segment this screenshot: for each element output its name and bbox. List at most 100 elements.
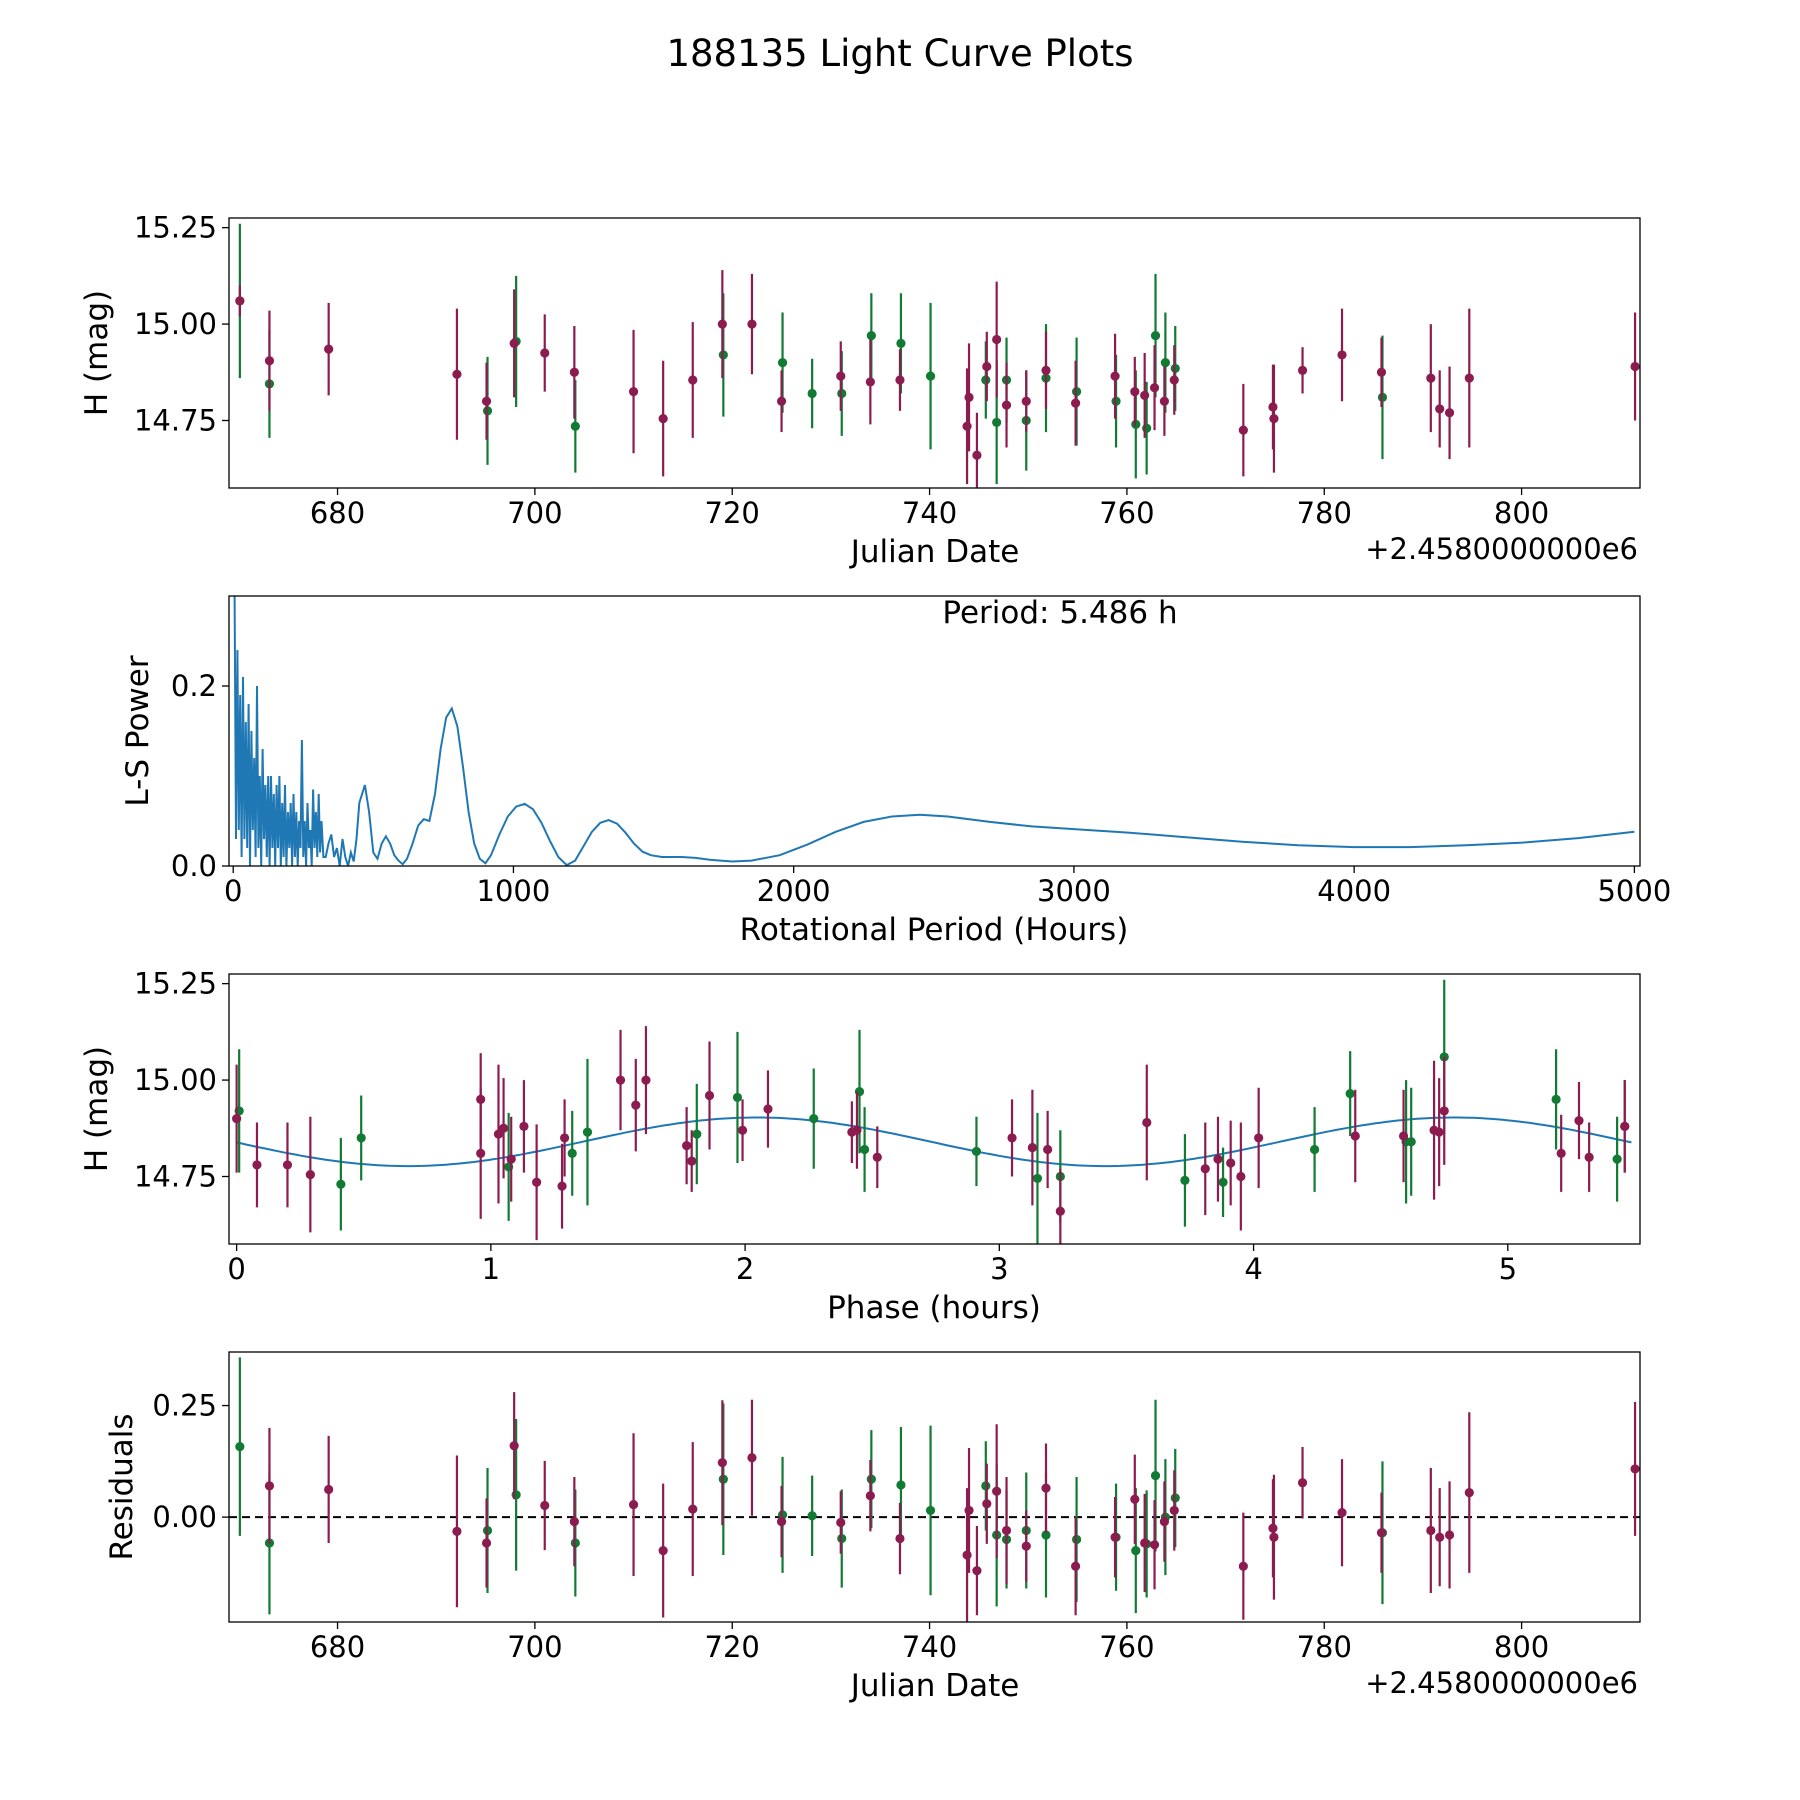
maroon-data-point: [1043, 1144, 1053, 1155]
maroon-data-point: [964, 1505, 974, 1516]
x-tick-label: 3: [990, 1252, 1008, 1286]
maroon-data-point: [1238, 425, 1248, 435]
y-tick-label: 0.0: [171, 849, 217, 883]
maroon-data-point: [972, 1566, 982, 1576]
green-data-point: [896, 1480, 906, 1490]
maroon-data-point: [324, 344, 334, 354]
maroon-data-point: [1055, 1206, 1065, 1216]
maroon-data-point: [1226, 1158, 1236, 1168]
periodogram-data: [233, 596, 1635, 866]
x-tick-label: 740: [902, 1630, 957, 1664]
x-tick-label: 680: [310, 1630, 365, 1664]
x-tick-label: 4: [1244, 1252, 1262, 1286]
x-tick-label: 700: [507, 1630, 562, 1664]
maroon-data-point: [1337, 1508, 1347, 1518]
y-tick-label: 0.2: [171, 669, 217, 703]
maroon-data-point: [569, 367, 579, 377]
maroon-data-point: [1130, 1494, 1140, 1504]
maroon-data-point: [1337, 350, 1347, 360]
green-data-point: [1551, 1094, 1561, 1104]
maroon-data-point: [1041, 1483, 1051, 1493]
maroon-data-point: [747, 1453, 757, 1463]
maroon-data-point: [476, 1148, 486, 1158]
maroon-data-point: [631, 1100, 641, 1110]
green-data-point: [1345, 1088, 1355, 1099]
residuals-ylabel: Residuals: [104, 1413, 140, 1560]
maroon-data-point: [972, 450, 982, 460]
phased-xlabel: Phase (hours): [827, 1290, 1041, 1326]
maroon-data-point: [1620, 1121, 1630, 1131]
maroon-data-point: [1350, 1131, 1360, 1141]
green-data-point: [567, 1148, 577, 1158]
x-tick-label: 5000: [1597, 874, 1671, 908]
maroon-data-point: [776, 1516, 787, 1527]
maroon-data-point: [687, 1156, 697, 1166]
maroon-data-point: [852, 1125, 862, 1135]
phased-frame: [228, 973, 1641, 1245]
maroon-data-point: [1376, 1528, 1387, 1538]
green-data-point: [582, 1127, 593, 1137]
green-data-point: [1406, 1137, 1416, 1147]
maroon-data-point: [964, 392, 974, 402]
maroon-data-point: [1200, 1164, 1210, 1174]
maroon-data-point: [1110, 371, 1120, 381]
periodogram-frame: [228, 595, 1641, 867]
green-data-point: [356, 1133, 366, 1143]
maroon-data-point: [1376, 367, 1387, 377]
green-data-point: [511, 1490, 521, 1500]
residuals-frame: [228, 1351, 1641, 1623]
maroon-data-point: [1142, 1117, 1152, 1128]
maroon-data-point: [776, 396, 787, 406]
maroon-data-point: [1464, 373, 1474, 383]
maroon-data-point: [252, 1160, 262, 1170]
x-tick-label: 800: [1494, 1630, 1549, 1664]
maroon-data-point: [1444, 1530, 1455, 1540]
maroon-data-point: [1574, 1115, 1584, 1126]
maroon-data-point: [895, 1533, 905, 1544]
lightcurve-frame: [228, 217, 1641, 489]
lightcurve-panel: 680 700 720 740 760 780 800 14.75 15.00 15.25 Jul…: [79, 211, 1641, 570]
maroon-data-point: [506, 1154, 516, 1164]
maroon-data-point: [1630, 361, 1640, 372]
maroon-data-point: [1435, 1532, 1445, 1542]
green-data-point: [1160, 358, 1170, 368]
maroon-data-point: [992, 1486, 1002, 1496]
maroon-data-point: [1297, 1478, 1308, 1488]
maroon-data-point: [1238, 1561, 1248, 1571]
x-tick-label: 780: [1297, 496, 1352, 530]
maroon-data-point: [452, 1526, 462, 1537]
maroon-data-point: [658, 1545, 668, 1556]
maroon-data-point: [1268, 402, 1278, 412]
maroon-data-point: [519, 1121, 529, 1131]
green-data-point: [992, 417, 1002, 428]
x-tick-label: 760: [1099, 1630, 1154, 1664]
maroon-data-point: [1429, 1125, 1439, 1135]
maroon-data-point: [324, 1484, 334, 1495]
maroon-data-point: [1269, 413, 1279, 424]
maroon-data-point: [476, 1094, 486, 1104]
x-tick-label: 700: [507, 496, 562, 530]
maroon-data-point: [962, 421, 972, 431]
maroon-data-point: [452, 369, 462, 379]
maroon-data-point: [628, 1500, 639, 1510]
x-tick-label: 800: [1494, 496, 1549, 530]
maroon-data-point: [895, 375, 905, 385]
lightcurve-offset-label: +2.4580000000e6: [1365, 532, 1638, 566]
x-tick-label: 5: [1499, 1252, 1517, 1286]
maroon-data-point: [763, 1104, 773, 1114]
green-data-point: [807, 1511, 817, 1521]
maroon-data-point: [682, 1141, 692, 1151]
lightcurve-plot-area: [235, 223, 1640, 488]
periodogram-line: [233, 596, 1635, 866]
maroon-data-point: [532, 1177, 542, 1187]
green-data-point: [570, 421, 580, 431]
y-tick-label: 15.00: [134, 307, 217, 341]
x-tick-label: 2000: [757, 874, 831, 908]
x-tick-label: 740: [902, 496, 957, 530]
maroon-data-point: [305, 1169, 315, 1180]
maroon-data-point: [1021, 396, 1031, 406]
green-data-point: [809, 1114, 819, 1124]
maroon-data-point: [569, 1516, 579, 1527]
maroon-data-point: [1021, 1541, 1031, 1551]
